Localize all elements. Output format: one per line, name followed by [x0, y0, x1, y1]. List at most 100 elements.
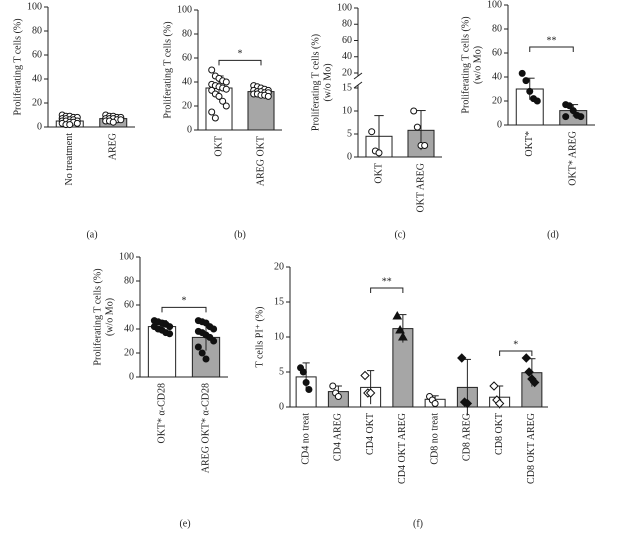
data-point	[392, 310, 403, 320]
data-point	[562, 113, 570, 121]
y-axis-label: Proliferating T cells (%)	[460, 16, 471, 113]
data-point	[494, 398, 505, 409]
x-tick-label: OKT	[373, 163, 384, 184]
data-point	[198, 349, 206, 357]
y-tick-label: 100	[177, 4, 192, 15]
data-point	[208, 108, 216, 116]
y-tick-label: 100	[337, 2, 352, 13]
data-point	[375, 149, 383, 157]
y-tick-label: 40	[124, 323, 134, 334]
data-point	[577, 113, 585, 121]
y-tick-label: 20	[342, 67, 352, 78]
y-axis-label: (w/o Mo)	[322, 63, 333, 101]
x-tick-label: CD4 OKT AREG	[397, 413, 408, 484]
data-point	[208, 66, 216, 74]
data-point	[117, 116, 125, 124]
axis-break	[353, 81, 363, 89]
y-tick-label: 100	[119, 251, 134, 262]
y-axis-label: (w/o Mo)	[104, 298, 115, 336]
data-point	[215, 92, 223, 100]
data-point	[194, 343, 202, 351]
data-point	[166, 330, 174, 338]
x-tick-label: No treatment	[64, 133, 75, 186]
y-tick-label: 60	[124, 299, 134, 310]
significance-bracket	[218, 59, 262, 66]
y-tick-label: 80	[492, 23, 502, 34]
data-point	[365, 388, 376, 398]
data-point	[529, 377, 540, 388]
data-point	[222, 85, 230, 93]
y-tick-label: 5	[279, 366, 284, 377]
y-tick-label: 20	[124, 347, 134, 358]
x-tick-label: OKT* AREG	[568, 131, 579, 186]
data-point	[73, 119, 81, 127]
y-tick-label: 0	[129, 371, 134, 382]
data-point	[299, 368, 307, 376]
data-point	[66, 121, 74, 129]
y-tick-label: 100	[27, 1, 42, 12]
y-tick-label: 60	[182, 52, 192, 63]
data-point	[222, 78, 230, 86]
x-tick-label: OKT AREG	[415, 163, 426, 213]
x-tick-label: CD8 no treat	[429, 413, 440, 465]
significance-label: **	[382, 276, 392, 287]
y-tick-label: 10	[342, 105, 352, 116]
y-tick-label: 80	[182, 28, 192, 39]
y-tick-label: 80	[342, 19, 352, 30]
y-tick-label: 60	[32, 49, 42, 60]
data-point	[210, 325, 218, 333]
y-tick-label: 0	[347, 151, 352, 162]
data-point	[565, 102, 573, 110]
y-tick-label: 80	[32, 25, 42, 36]
data-point	[305, 386, 313, 393]
y-tick-label: 20	[32, 97, 42, 108]
panel-label: (e)	[179, 518, 190, 529]
y-tick-label: 40	[492, 71, 502, 82]
panel: 0 20 40 60 80 100 Proliferating T cells (%) OKT…	[162, 4, 282, 240]
panel-label: (f)	[413, 518, 423, 529]
y-tick-label: 60	[492, 47, 502, 58]
data-point	[334, 393, 342, 400]
y-tick-label: 0	[37, 121, 42, 132]
data-point	[413, 123, 421, 131]
data-point	[518, 69, 526, 77]
significance-bracket	[499, 350, 533, 356]
data-point	[524, 367, 534, 377]
panel: 0 20 40 60 80 100 Proliferating T cells (%) No …	[12, 1, 135, 240]
y-tick-label: 80	[124, 275, 134, 286]
y-axis-label: (w/o Mo)	[472, 46, 483, 84]
data-point	[526, 87, 534, 95]
data-point	[431, 400, 439, 407]
y-tick-label: 20	[182, 100, 192, 111]
panel-label: (b)	[234, 229, 246, 240]
y-tick-label: 40	[182, 76, 192, 87]
data-point	[457, 353, 467, 363]
panel: 0 20 40 60 80 100 Proliferating T cells (%) (w/…	[92, 251, 228, 529]
x-tick-label: OKT* α-CD28	[156, 383, 167, 444]
x-tick-label: AREG OKT* α-CD28	[200, 383, 211, 473]
significance-label: *	[513, 339, 518, 350]
y-axis-label: Proliferating T cells (%)	[12, 18, 23, 115]
data-point	[166, 323, 174, 331]
data-point	[264, 92, 272, 100]
data-point	[219, 97, 227, 105]
data-point	[398, 331, 408, 341]
y-tick-label: 20	[492, 95, 502, 106]
data-point	[489, 381, 499, 391]
data-point	[395, 324, 405, 334]
data-point	[210, 337, 218, 345]
y-axis-label: Proliferating T cells (%)	[162, 21, 173, 118]
x-tick-label: CD8 OKT	[494, 413, 505, 455]
y-tick-label: 0	[497, 119, 502, 130]
y-tick-label: 15	[274, 296, 284, 307]
significance-bracket	[529, 46, 574, 52]
data-point	[522, 77, 530, 85]
axis-break	[353, 72, 363, 80]
y-tick-label: 40	[342, 51, 352, 62]
x-tick-label: CD4 no treat	[300, 413, 311, 465]
y-tick-label: 10	[274, 331, 284, 342]
data-point	[302, 379, 310, 386]
significance-bracket	[370, 287, 404, 293]
x-tick-label: CD8 OKT AREG	[526, 413, 537, 484]
